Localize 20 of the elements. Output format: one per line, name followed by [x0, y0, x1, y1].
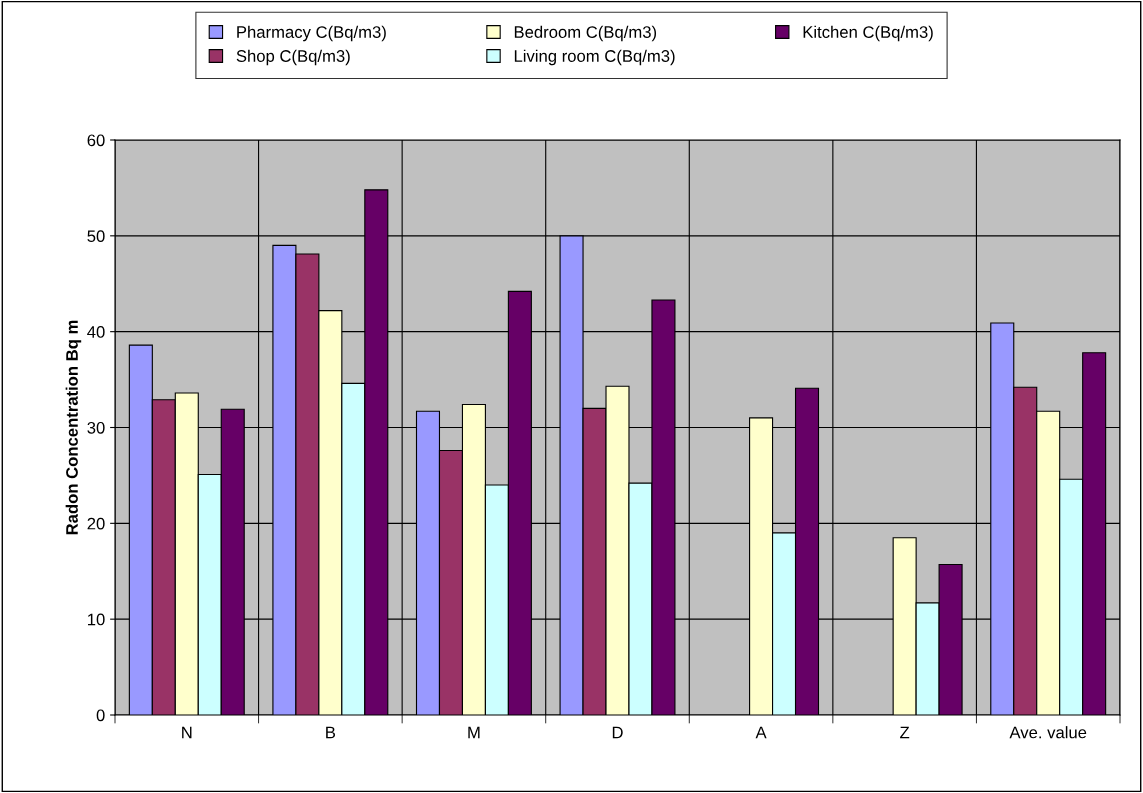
y-tick-label: 10 [88, 613, 105, 626]
x-tick-label: A [755, 726, 767, 739]
y-axis-title: Radon Concentration Bq m [65, 320, 82, 535]
y-tick-label: 50 [87, 230, 105, 243]
x-tick-label: D [612, 726, 623, 739]
y-tick-label: 60 [87, 134, 105, 147]
x-tick-label: N [182, 726, 192, 739]
y-tick-label: 0 [96, 709, 105, 722]
legend-label: Shop C(Bq/m3) [236, 49, 350, 66]
x-tick-label: Ave. value [1009, 726, 1087, 739]
x-tick-label: B [326, 726, 336, 739]
legend-label: Kitchen C(Bq/m3) [803, 25, 933, 42]
x-tick-label: Z [900, 726, 910, 739]
x-tick-label: M [468, 726, 480, 739]
legend-label: Living room C(Bq/m3) [514, 49, 675, 66]
legend-label: Bedroom C(Bq/m3) [514, 25, 657, 42]
legend-label: Pharmacy C(Bq/m3) [237, 25, 386, 42]
y-tick-label: 30 [87, 421, 105, 434]
y-tick-label: 20 [87, 517, 105, 530]
y-tick-label: 40 [87, 326, 105, 338]
